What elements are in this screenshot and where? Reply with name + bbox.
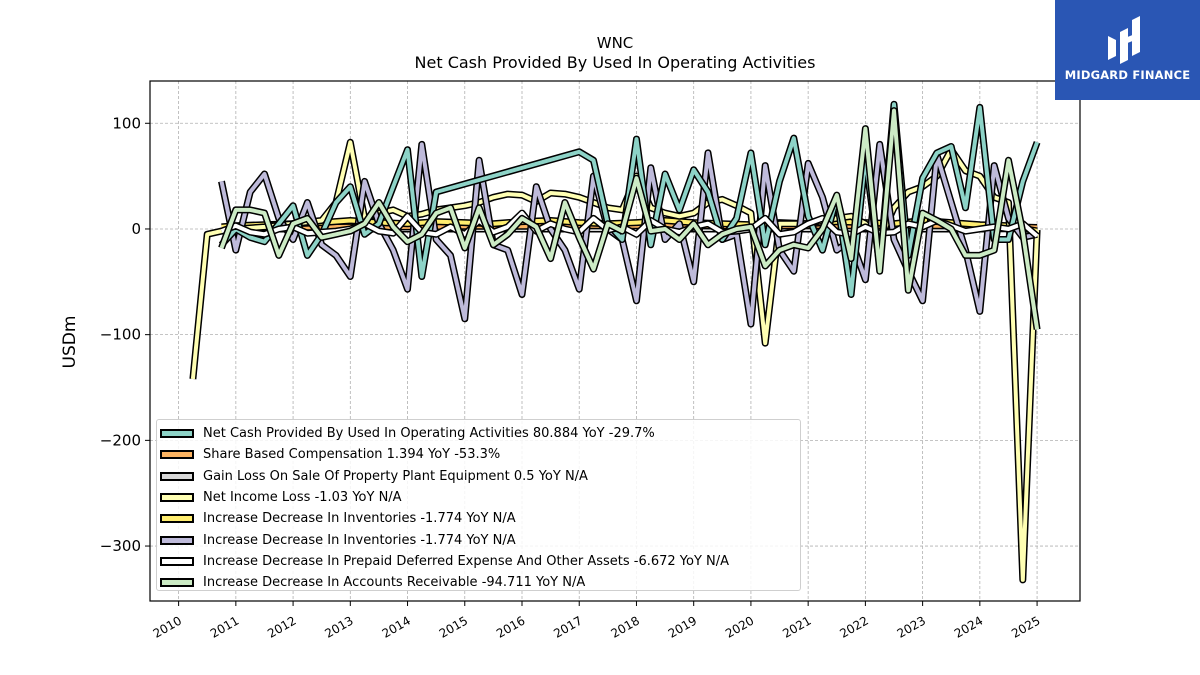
series-0-line	[220, 102, 1039, 297]
midgard-logo-icon	[1108, 16, 1140, 64]
legend-label: Share Based Compensation 1.394 YoY -53.3…	[203, 447, 501, 463]
x-tick-label: 2022	[837, 613, 870, 640]
x-tick-label: 2016	[494, 613, 527, 640]
legend-item: Increase Decrease In Accounts Receivable…	[157, 572, 800, 593]
y-tick-label: −300	[100, 537, 141, 555]
legend-label: Increase Decrease In Accounts Receivable…	[203, 575, 586, 591]
brand-name: MIDGARD FINANCE	[1064, 68, 1191, 82]
legend-swatch	[160, 514, 194, 524]
legend-swatch	[160, 556, 194, 566]
legend-label: Increase Decrease In Inventories -1.774 …	[203, 532, 516, 548]
legend-item: Increase Decrease In Inventories -1.774 …	[157, 508, 800, 529]
legend-item: Net Cash Provided By Used In Operating A…	[157, 423, 800, 444]
x-tick-label: 2013	[322, 613, 355, 640]
legend-swatch	[160, 450, 194, 460]
y-tick-label: 100	[112, 114, 141, 132]
y-tick-label: −200	[100, 431, 141, 449]
legend-swatch	[160, 471, 194, 481]
legend-swatch	[160, 429, 194, 439]
brand-logo: MIDGARD FINANCE	[1055, 0, 1200, 100]
chart-legend: Net Cash Provided By Used In Operating A…	[156, 419, 801, 591]
legend-swatch	[160, 535, 194, 545]
x-tick-label: 2025	[1009, 613, 1042, 640]
x-tick-label: 2011	[208, 613, 241, 640]
x-tick-label: 2012	[265, 613, 298, 640]
x-tick-label: 2023	[895, 613, 928, 640]
x-tick-label: 2018	[609, 613, 642, 640]
chart-title: WNC	[597, 34, 634, 52]
x-tick-label: 2010	[151, 613, 184, 640]
legend-label: Increase Decrease In Prepaid Deferred Ex…	[203, 553, 730, 569]
legend-label: Net Cash Provided By Used In Operating A…	[203, 426, 655, 442]
legend-item: Net Income Loss -1.03 YoY N/A	[157, 487, 800, 508]
legend-swatch	[160, 493, 194, 503]
legend-swatch	[160, 578, 194, 588]
plot-frame	[149, 80, 1081, 602]
x-tick-label: 2020	[723, 613, 756, 640]
x-tick-label: 2019	[666, 613, 699, 640]
legend-label: Increase Decrease In Inventories -1.774 …	[203, 511, 516, 527]
x-tick-label: 2014	[380, 613, 413, 640]
x-tick-label: 2015	[437, 613, 470, 640]
axis-ticks: 100 0 −100 −200 −300 2010 2011 2012 2013 2014 2015…	[100, 114, 1043, 641]
legend-item: Gain Loss On Sale Of Property Plant Equi…	[157, 466, 800, 487]
legend-item: Increase Decrease In Prepaid Deferred Ex…	[157, 551, 800, 572]
y-axis-label: USDm	[60, 316, 80, 369]
x-tick-label: 2024	[952, 613, 985, 640]
legend-label: Net Income Loss -1.03 YoY N/A	[203, 490, 402, 506]
series-group	[189, 100, 1041, 584]
chart-subtitle: Net Cash Provided By Used In Operating A…	[415, 53, 816, 72]
legend-item: Increase Decrease In Inventories -1.774 …	[157, 529, 800, 550]
legend-item: Share Based Compensation 1.394 YoY -53.3…	[157, 444, 800, 465]
y-tick-label: 0	[131, 220, 141, 238]
y-tick-label: −100	[100, 326, 141, 344]
legend-label: Gain Loss On Sale Of Property Plant Equi…	[203, 468, 588, 484]
x-tick-label: 2017	[551, 613, 584, 640]
x-tick-label: 2021	[780, 613, 813, 640]
series-7-line	[219, 108, 1040, 330]
